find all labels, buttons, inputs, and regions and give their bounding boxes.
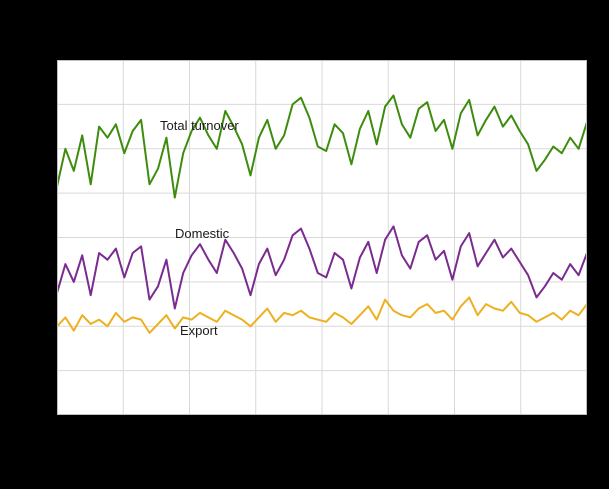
plot-area: Total turnover Domestic Export (57, 60, 587, 415)
plot-border (57, 60, 587, 415)
series-line-total-turnover (57, 94, 587, 199)
line-chart-svg (57, 60, 587, 415)
series-line-domestic (57, 225, 587, 310)
gridlines (57, 60, 587, 415)
series-line-export (57, 296, 587, 334)
